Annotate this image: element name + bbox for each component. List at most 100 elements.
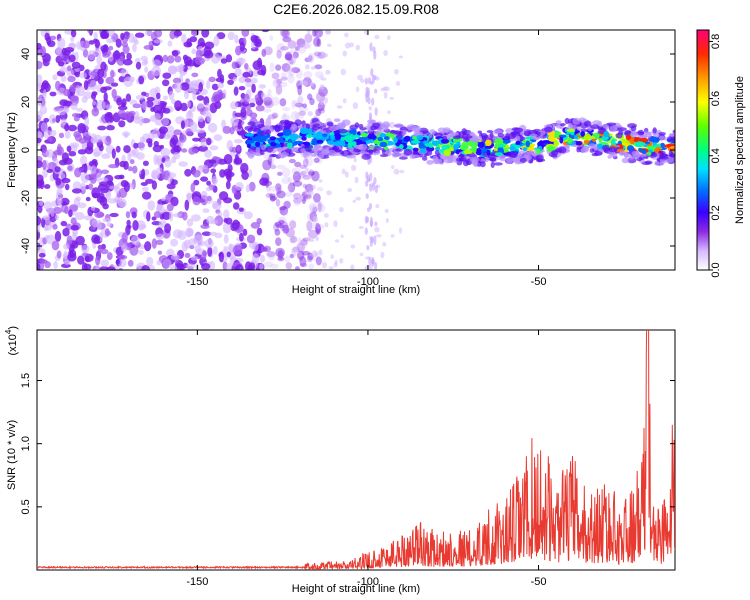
spectrogram-cell xyxy=(193,234,204,244)
spectrogram-cell xyxy=(92,151,101,158)
spectrogram-cell xyxy=(282,36,292,43)
spectrogram-cell xyxy=(37,215,42,226)
spectrogram-cell xyxy=(198,164,209,170)
spectrogram-cell xyxy=(276,221,282,227)
spectrogram-cell xyxy=(300,148,306,154)
spectrogram-cell xyxy=(71,188,82,194)
spectrogram-cell xyxy=(123,132,129,138)
spectrogram-cell xyxy=(100,177,109,182)
spectrogram-cell xyxy=(40,259,48,264)
spectrogram-cell xyxy=(624,130,632,136)
spectrogram-cell xyxy=(83,163,88,174)
spectrogram-cell xyxy=(156,260,161,266)
spectrogram-cell xyxy=(307,169,315,177)
spectrogram-cell xyxy=(182,211,188,221)
spectrogram-cell xyxy=(306,30,311,34)
spectrogram-cell xyxy=(111,148,116,159)
spectrogram-cell xyxy=(443,149,452,157)
spectrogram-cell xyxy=(317,202,322,213)
spectrogram-cell xyxy=(559,136,564,144)
spectrogram-y-tick-label: 20 xyxy=(20,96,32,108)
spectrogram-cell xyxy=(204,195,213,204)
spectrogram-cell xyxy=(312,30,320,34)
spectrogram-cell xyxy=(191,214,201,222)
spectrogram-cell xyxy=(337,122,346,127)
spectrogram-cell xyxy=(153,39,164,44)
spectrogram-cell xyxy=(155,239,164,245)
spectrogram-cell xyxy=(300,173,309,178)
spectrogram-cell xyxy=(200,176,209,182)
chart-title: C2E6.2026.082.15.09.R08 xyxy=(273,1,439,17)
spectrogram-cell xyxy=(646,151,652,156)
spectrogram-cell xyxy=(61,47,67,56)
spectrogram-cell xyxy=(141,265,150,270)
spectrogram-cell xyxy=(207,246,213,257)
spectrogram-cell xyxy=(102,217,112,223)
spectrogram-cell xyxy=(59,66,69,73)
spectrogram-cell xyxy=(607,155,612,159)
spectrogram-cell xyxy=(186,218,194,227)
spectrogram-cell xyxy=(73,115,80,122)
spectrogram-cell xyxy=(293,140,304,144)
spectrogram-cell xyxy=(242,71,251,78)
spectrogram-cell xyxy=(307,252,314,261)
spectrogram-cell xyxy=(154,98,161,106)
spectrogram-cell xyxy=(384,208,389,213)
spectrogram-cell xyxy=(338,141,343,146)
spectrogram-cell xyxy=(276,89,282,95)
spectrogram-cell xyxy=(164,158,172,168)
snr-x-tick-label: -50 xyxy=(531,576,547,588)
spectrogram-cell xyxy=(47,136,53,143)
spectrogram-cell xyxy=(132,165,138,174)
spectrogram-cell xyxy=(269,62,275,73)
spectrogram-cell xyxy=(129,99,138,105)
spectrogram-cell xyxy=(49,91,57,97)
spectrogram-cell xyxy=(106,38,115,44)
spectrogram-cell xyxy=(212,200,219,209)
spectrogram-cell xyxy=(367,207,371,213)
spectrogram-cell xyxy=(583,139,590,144)
spectrogram-cell xyxy=(361,153,372,160)
spectrogram-cell xyxy=(57,197,63,207)
spectrogram-cell xyxy=(434,132,443,138)
spectrogram-cell xyxy=(280,76,288,81)
spectrogram-cell xyxy=(226,172,232,183)
spectrogram-cell xyxy=(109,212,119,218)
spectrogram-cell xyxy=(261,91,265,100)
spectrogram-cell xyxy=(145,178,154,184)
spectrogram-cell xyxy=(434,150,440,156)
spectrogram-cell xyxy=(275,183,282,191)
spectrogram-cell xyxy=(129,159,135,165)
spectrogram-cell xyxy=(282,224,290,234)
spectrogram-cell xyxy=(263,93,273,102)
spectrogram-y-tick-label: 0 xyxy=(20,147,32,153)
spectrogram-cell xyxy=(484,156,489,163)
spectrogram-cell xyxy=(105,104,113,110)
spectrogram-cell xyxy=(672,129,675,134)
spectrogram-cell xyxy=(273,222,280,232)
spectrogram-cell xyxy=(290,111,300,121)
spectrogram-cell xyxy=(133,142,139,149)
spectrogram-cell xyxy=(548,135,554,141)
spectrogram-cell xyxy=(137,233,147,240)
spectrogram-cell xyxy=(125,211,131,219)
spectrogram-cell xyxy=(658,132,666,136)
spectrogram-cell xyxy=(127,224,132,229)
spectrogram-cell xyxy=(209,145,219,151)
spectrogram-cell xyxy=(188,147,196,155)
spectrogram-cell xyxy=(328,126,338,132)
spectrogram-cell xyxy=(151,65,162,77)
spectrogram-cell xyxy=(629,132,638,136)
spectrogram-cell xyxy=(100,248,109,255)
spectrogram-cell xyxy=(293,200,301,206)
spectrogram-cell xyxy=(240,162,249,174)
spectrogram-cell xyxy=(265,129,272,136)
spectrogram-cell xyxy=(506,157,513,165)
spectrogram-cell xyxy=(285,228,296,238)
spectrogram-cell xyxy=(121,154,126,163)
spectrogram-cell xyxy=(219,169,226,178)
spectrogram-cell xyxy=(247,98,257,103)
spectrogram-cell xyxy=(276,164,286,170)
spectrogram-cell xyxy=(282,112,287,120)
spectrogram-cell xyxy=(589,148,595,153)
